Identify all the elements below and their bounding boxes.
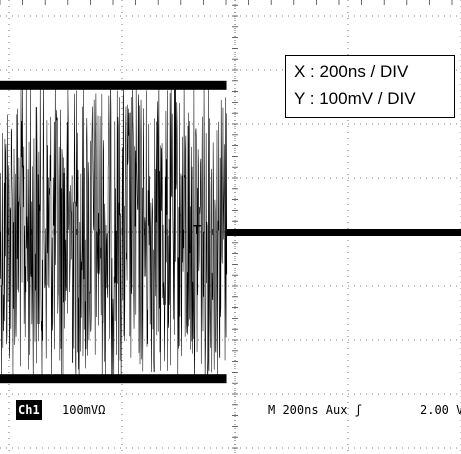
channel-badge: Ch1	[16, 400, 42, 420]
burst-trace	[0, 82, 228, 383]
signal-flat	[226, 229, 461, 236]
scale-legend: X : 200ns / DIV Y : 100mV / DIV	[285, 55, 455, 118]
flat-trace	[226, 229, 461, 236]
burst-envelope-top	[0, 80, 227, 90]
y-scale-label: Y : 100mV / DIV	[294, 89, 416, 108]
trigger-level-readout: 2.00 V	[420, 403, 461, 417]
signal-burst	[0, 80, 228, 384]
channel-volts-per-div: 100mVΩ	[62, 403, 106, 417]
x-scale-label: X : 200ns / DIV	[294, 62, 409, 81]
timebase-readout: M 200ns Aux ʃ	[268, 403, 362, 417]
burst-envelope-bottom	[0, 374, 227, 384]
trigger-marker: T	[193, 222, 201, 237]
